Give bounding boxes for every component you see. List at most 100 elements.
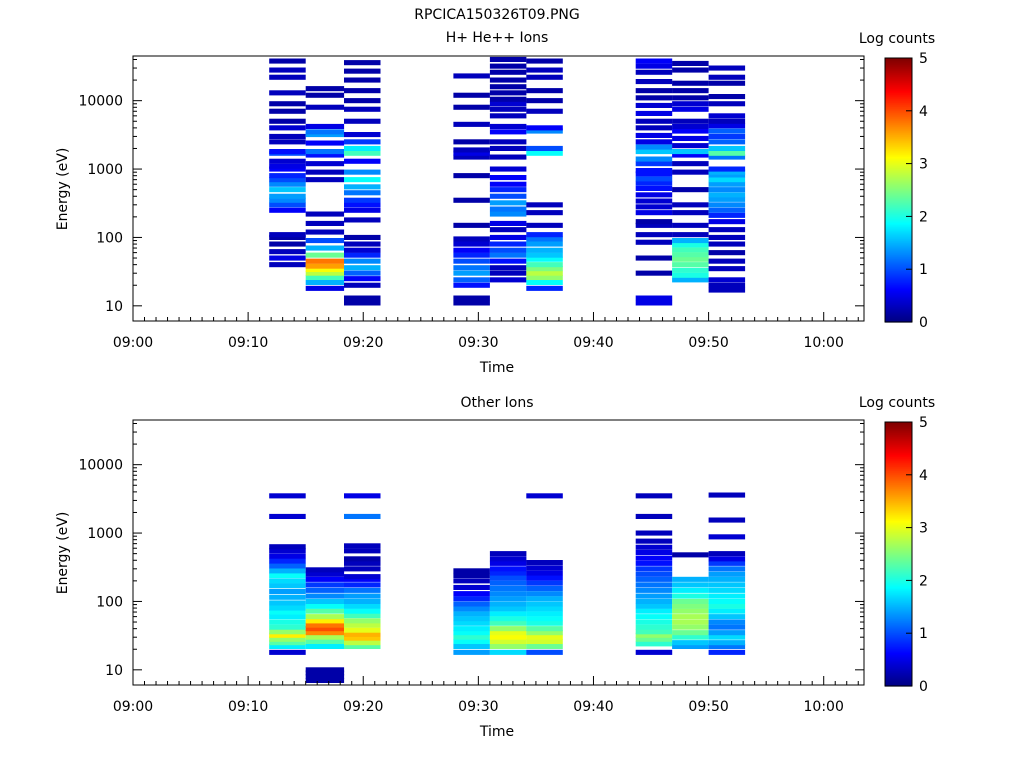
colorbar-swatch (885, 122, 912, 125)
heatmap-cell (708, 80, 746, 86)
heatmap-cell (489, 77, 527, 83)
colorbar-swatch (885, 168, 912, 171)
colorbar-swatch (885, 562, 912, 565)
heatmap-cell (708, 207, 746, 213)
colorbar-swatch (885, 160, 912, 163)
colorbar-swatch (885, 72, 912, 75)
y-tick-label: 10 (105, 663, 123, 679)
heatmap-cell (344, 258, 381, 264)
heatmap-cell (344, 197, 381, 203)
heatmap-cell (635, 161, 673, 167)
colorbar-swatch (885, 596, 912, 599)
heatmap-cell (269, 619, 306, 625)
heatmap-cell (526, 88, 563, 94)
colorbar-swatch (885, 248, 912, 251)
heatmap-cell (708, 196, 746, 202)
heatmap-cell (269, 605, 306, 611)
colorbar-swatch (885, 576, 912, 579)
heatmap-cell (269, 594, 306, 600)
colorbar-swatch (885, 650, 912, 653)
heatmap-cell (526, 285, 563, 291)
heatmap-cell (344, 613, 381, 619)
heatmap-cell (453, 643, 490, 649)
heatmap-cell (489, 129, 527, 135)
colorbar-tick-label: 4 (919, 468, 928, 484)
heatmap-cell (489, 649, 527, 655)
heatmap-cell (453, 626, 490, 632)
colorbar-swatch (885, 110, 912, 113)
heatmap-cell (708, 266, 746, 272)
colorbar-swatch (885, 540, 912, 543)
heatmap-cell (526, 649, 563, 655)
y-axis-ticks: 10 100 1000 10000 (78, 58, 864, 315)
heatmap-cell (635, 176, 673, 182)
heatmap-cell (269, 568, 306, 574)
colorbar-swatch (885, 552, 912, 555)
colorbar-swatch (885, 494, 912, 497)
heatmap-cell (672, 598, 709, 604)
heatmap-cell (489, 227, 527, 233)
heatmap-cell (635, 118, 673, 124)
x-tick-label: 09:20 (343, 335, 383, 351)
heatmap-cell (453, 596, 490, 602)
heatmap-cell (635, 555, 673, 561)
heatmap-cell (269, 177, 306, 183)
heatmap-cell (672, 643, 709, 649)
heatmap-cell (635, 132, 673, 138)
colorbar-swatch (885, 500, 912, 503)
heatmap-cell (344, 265, 381, 271)
heatmap-cell (708, 576, 746, 582)
colorbar-swatch (885, 600, 912, 603)
colorbar-swatch (885, 142, 912, 145)
heatmap-cell (635, 255, 673, 261)
heatmap-cell (672, 576, 709, 582)
colorbar-swatch (885, 264, 912, 267)
heatmap-cell (344, 118, 381, 124)
colorbar-swatch (885, 302, 912, 305)
x-tick-label: 09:10 (228, 699, 268, 715)
heatmap-cell (672, 135, 709, 141)
colorbar-swatch (885, 526, 912, 529)
colorbar-swatch (885, 448, 912, 451)
heatmap-cell (526, 570, 563, 576)
heatmap-cell (635, 295, 673, 301)
heatmap-cell (305, 245, 345, 251)
heatmap-cell (526, 74, 563, 80)
heatmap-cell (453, 139, 490, 145)
colorbar-swatch (885, 594, 912, 597)
heatmap-cell (269, 572, 306, 578)
heatmap-cell (672, 60, 709, 66)
heatmap-cell (672, 210, 709, 216)
colorbar-swatch (885, 78, 912, 81)
colorbar-swatch (885, 538, 912, 541)
heatmap-cell (489, 106, 527, 112)
heatmap-cell (526, 274, 563, 280)
heatmap-cell (526, 202, 563, 208)
colorbar-swatch (885, 444, 912, 447)
colorbar-swatch (885, 174, 912, 177)
heatmap-cell (269, 583, 306, 589)
heatmap-cell (526, 125, 563, 131)
colorbar-swatch (885, 318, 912, 321)
heatmap-cell (635, 79, 673, 85)
heatmap-cell (305, 263, 345, 269)
heatmap-cell (489, 181, 527, 187)
colorbar-swatch (885, 640, 912, 643)
colorbar-swatch (885, 428, 912, 431)
colorbar-swatch (885, 434, 912, 437)
colorbar-swatch (885, 496, 912, 499)
heatmap-cell (635, 149, 673, 155)
heatmap-cell (708, 113, 746, 119)
heatmap-cell (708, 598, 746, 604)
heatmap-cell (344, 276, 381, 282)
heatmap-cell (269, 553, 306, 559)
colorbar-tick-label: 5 (919, 51, 928, 67)
colorbar-swatch (885, 112, 912, 115)
colorbar-swatch (885, 536, 912, 539)
colorbar-swatch (885, 212, 912, 215)
heatmap-cell (635, 493, 673, 499)
heatmap-cell (453, 173, 490, 179)
colorbar-swatch (885, 646, 912, 649)
heatmap-cell (672, 232, 709, 238)
colorbar-swatch (885, 240, 912, 243)
